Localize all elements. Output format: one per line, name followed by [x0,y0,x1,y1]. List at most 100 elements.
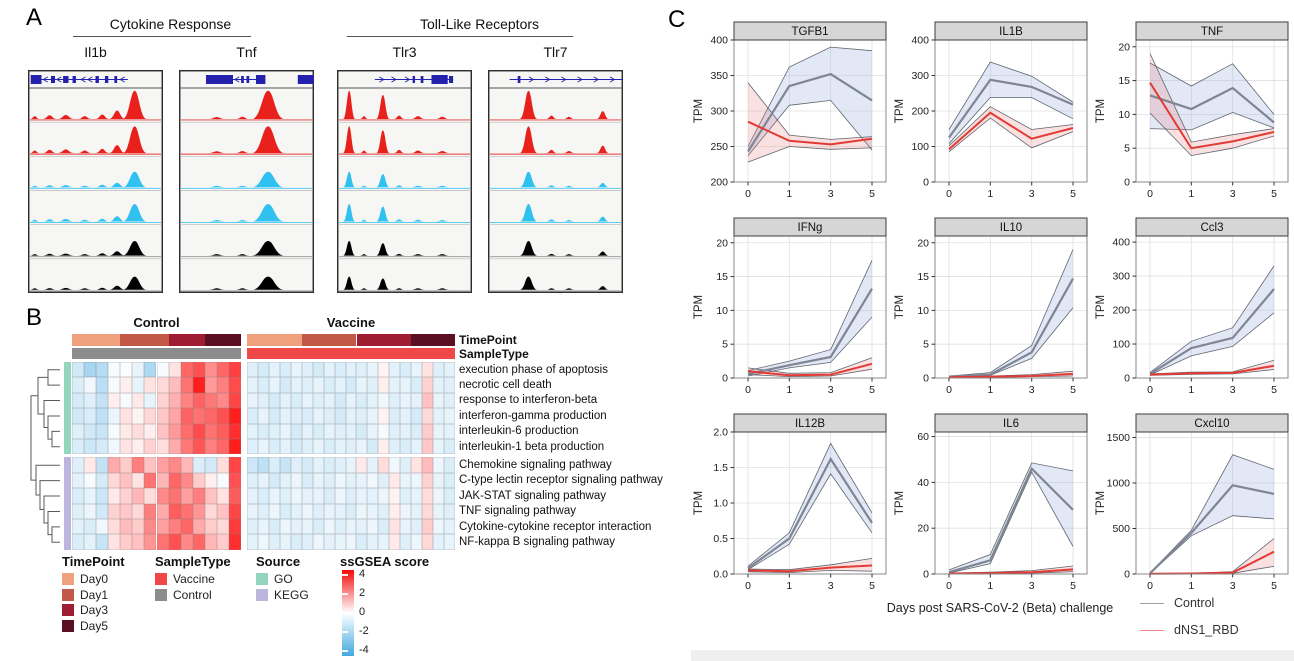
heatmap-cell [356,488,368,504]
heatmap-cell [247,439,258,455]
coverage-peak [596,145,609,154]
heatmap-cell [216,408,229,424]
band-edge-line [1149,454,1275,574]
heatmap-cell [228,408,241,424]
heatmap-cell [356,423,368,439]
heatmap-cell [180,503,193,519]
heatmap-cell [132,503,145,519]
coverage-peak [208,117,225,119]
heatmap-cell [228,457,241,473]
heatmap-cell [72,503,85,519]
y-tick-label: 10 [716,305,728,317]
heatmap-cell [216,534,229,550]
control-mean-line [948,466,1074,574]
coverage-peak [251,276,285,290]
facet-strip [934,21,1088,41]
band-edge-line [1149,111,1275,131]
vaccine-mean-line [948,568,1074,575]
y-tick-label: 1.5 [713,462,728,474]
legend-item-dns1_rbd: dNS1_RBD [1140,623,1239,637]
heatmap-cell [257,519,269,535]
heatmap-cell [433,439,445,455]
heatmap-cell [422,488,434,504]
heatmap-cell [96,423,109,439]
y-tick-label: 10 [917,305,929,317]
heatmap-cell [411,457,423,473]
coverage-peak [596,286,609,290]
x-tick-label: 5 [869,384,875,396]
heatmap-cell [228,472,241,489]
heatmap-row-label: Chemokine signaling pathway [459,458,612,471]
heatmap-cell [216,488,229,504]
timepoint-bar-day1 [120,334,169,346]
heatmap-cell [120,377,133,393]
y-tick-label: 200 [1112,305,1130,317]
heatmap-cell [400,534,412,550]
band-edge-line [747,316,873,377]
heatmap-cell [268,423,280,439]
heatmap-cell [378,408,390,424]
heatmap-cell [290,457,302,473]
coverage-peak [78,150,92,154]
heatmap-cell [433,408,445,424]
heatmap-cell [132,377,145,393]
coverage-peak [596,183,609,188]
source-strip-kegg [64,519,71,535]
coverage-peak [546,185,557,188]
heatmap-cell [444,392,455,409]
heatmap-cell [389,392,401,409]
coverage-peak [57,253,74,256]
colorbar-tick-label: 0 [359,606,366,618]
coverage-peak [519,204,538,222]
facet-strip [733,217,887,237]
heatmap-cell [290,377,302,393]
heatmap-cell [334,519,346,535]
sampletype-bar-control [72,348,241,359]
heatmap-cell [96,534,109,550]
track-panel-tlr3 [337,70,472,293]
coverage-peak [343,241,356,256]
row-dendrogram [30,369,60,543]
heatmap-cell [356,534,368,550]
coverage-peak [411,185,425,188]
coverage-peak [546,288,557,290]
heatmap-cell [120,534,133,550]
heatmap-cell [216,392,229,409]
heatmap-cell [323,439,335,455]
band-edge-line [747,473,873,571]
facet-strip [1135,413,1289,433]
group-underline-tlr [347,35,573,37]
coverage-peak [519,171,538,188]
heatmap-cell [216,439,229,455]
heatmap-cell [389,377,401,393]
legend-line-swatch [1140,602,1164,604]
source-strip-go [64,439,71,455]
heatmap-cell [108,503,121,519]
heatmap-cell [411,362,423,378]
chart-tgfb1: TGFB1 200 250 300 350 400 0 1 3 5 TPM [693,21,887,200]
heatmap-cell [345,488,357,504]
timepoint-bar-day5 [204,334,241,346]
heatmap-cell [400,362,412,378]
source-strip-go [64,408,71,424]
heatmap-cell [323,472,335,489]
heatmap-cell [204,534,217,550]
bottom-edge-strip [691,650,1294,661]
coverage-peak [411,254,425,256]
x-tick-label: 3 [1029,188,1035,200]
heatmap-cell [84,534,97,550]
chart-title: IL12B [795,418,825,430]
heatmap-cell [334,408,346,424]
heatmap-cell [290,408,302,424]
x-tick-label: 1 [1188,188,1194,200]
coverage-peak [30,116,40,119]
confidence-band [1150,63,1274,130]
heatmap-cell [323,362,335,378]
heatmap-cell [84,503,97,519]
coverage-peak [42,185,57,188]
heatmap-cell [257,423,269,439]
y-axis-title: TPM [693,295,705,319]
coverage-peak [251,171,285,188]
coverage-peak [411,116,425,119]
heatmap-cell [168,472,181,489]
